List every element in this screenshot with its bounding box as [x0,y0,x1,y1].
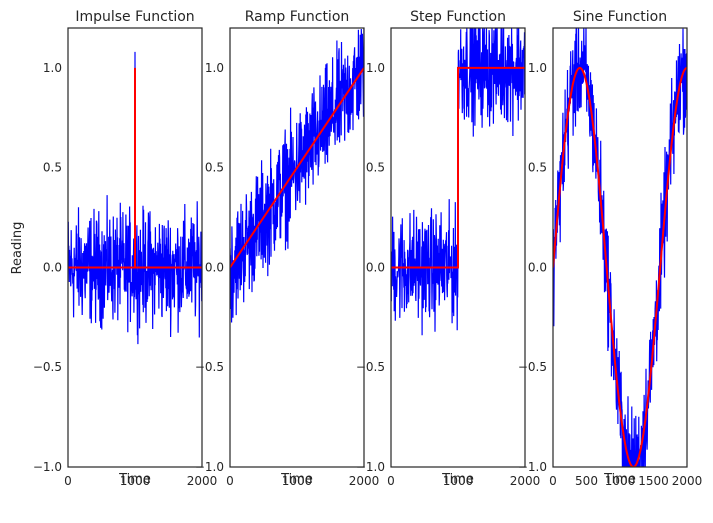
axes-frame [229,27,365,468]
y-tick-label: 1.0 [366,61,385,75]
y-tick-label: −0.5 [518,360,547,374]
clean-series-line [230,67,364,269]
y-tick-label: 1.0 [43,61,62,75]
y-tick-label: −1.0 [195,460,224,474]
x-tick-label: 1000 [282,474,313,488]
clean-series-line [68,67,202,269]
clean-series-line [553,66,687,467]
subplot-2: Ramp Function Time 0 1000 2000 −1.0 −0.5 0.0 0.5… [195,9,379,488]
subplot-title: Impulse Function [75,9,194,25]
figure-ylabel: Reading [10,222,25,275]
y-tick-label: 0.0 [366,260,385,274]
subplot-title: Sine Function [573,9,667,25]
y-tick-label: −1.0 [356,460,385,474]
y-tick-label: 1.0 [528,61,547,75]
x-tick-label: 0 [387,474,395,488]
x-tick-label: 1500 [638,474,669,488]
y-tick-label: −0.5 [195,360,224,374]
y-tick-label: 0.0 [43,260,62,274]
noisy-series-line [68,51,202,345]
subplot-3: Step Function Time 0 1000 2000 −1.0 −0.5 0.0 0.5… [356,9,541,488]
x-tick-label: 1000 [120,474,151,488]
x-axis-label: Time [603,472,636,487]
subplot-title: Step Function [410,9,506,25]
x-axis-label: Time [441,472,474,487]
y-tick-label: 0.0 [205,260,224,274]
x-tick-label: 0 [64,474,72,488]
x-axis-label: Time [280,472,313,487]
clean-series-line [391,66,525,269]
y-tick-label: 0.5 [205,161,224,175]
x-tick-label: 0 [226,474,234,488]
subplot-title: Ramp Function [245,9,350,25]
noisy-series-line [230,28,364,323]
x-tick-label: 1000 [605,474,636,488]
y-tick-label: 1.0 [205,61,224,75]
x-axis-label: Time [118,472,151,487]
noisy-series-line [553,28,687,467]
y-tick-label: 0.5 [528,161,547,175]
x-tick-label: 2000 [510,474,541,488]
axes-frame [67,27,203,468]
x-tick-label: 0 [549,474,557,488]
x-tick-label: 1000 [443,474,474,488]
x-tick-label: 2000 [187,474,218,488]
y-tick-label: 0.5 [366,161,385,175]
y-tick-label: 0.0 [528,260,547,274]
x-tick-label: 2000 [672,474,703,488]
y-tick-label: −0.5 [33,360,62,374]
y-tick-label: −0.5 [356,360,385,374]
y-tick-label: −1.0 [33,460,62,474]
axes-frame [552,27,688,468]
x-tick-label: 2000 [349,474,380,488]
axes-frame [390,27,526,468]
y-tick-label: 0.5 [43,161,62,175]
subplot-4: Sine Function Time 0 500 1000 1500 2000 −1.0 −0.… [518,9,703,488]
y-tick-label: −1.0 [518,460,547,474]
x-tick-label: 500 [575,474,598,488]
subplot-1: Impulse Function Time 0 1000 2000 −1.0 −0.5 0.0… [33,9,217,488]
